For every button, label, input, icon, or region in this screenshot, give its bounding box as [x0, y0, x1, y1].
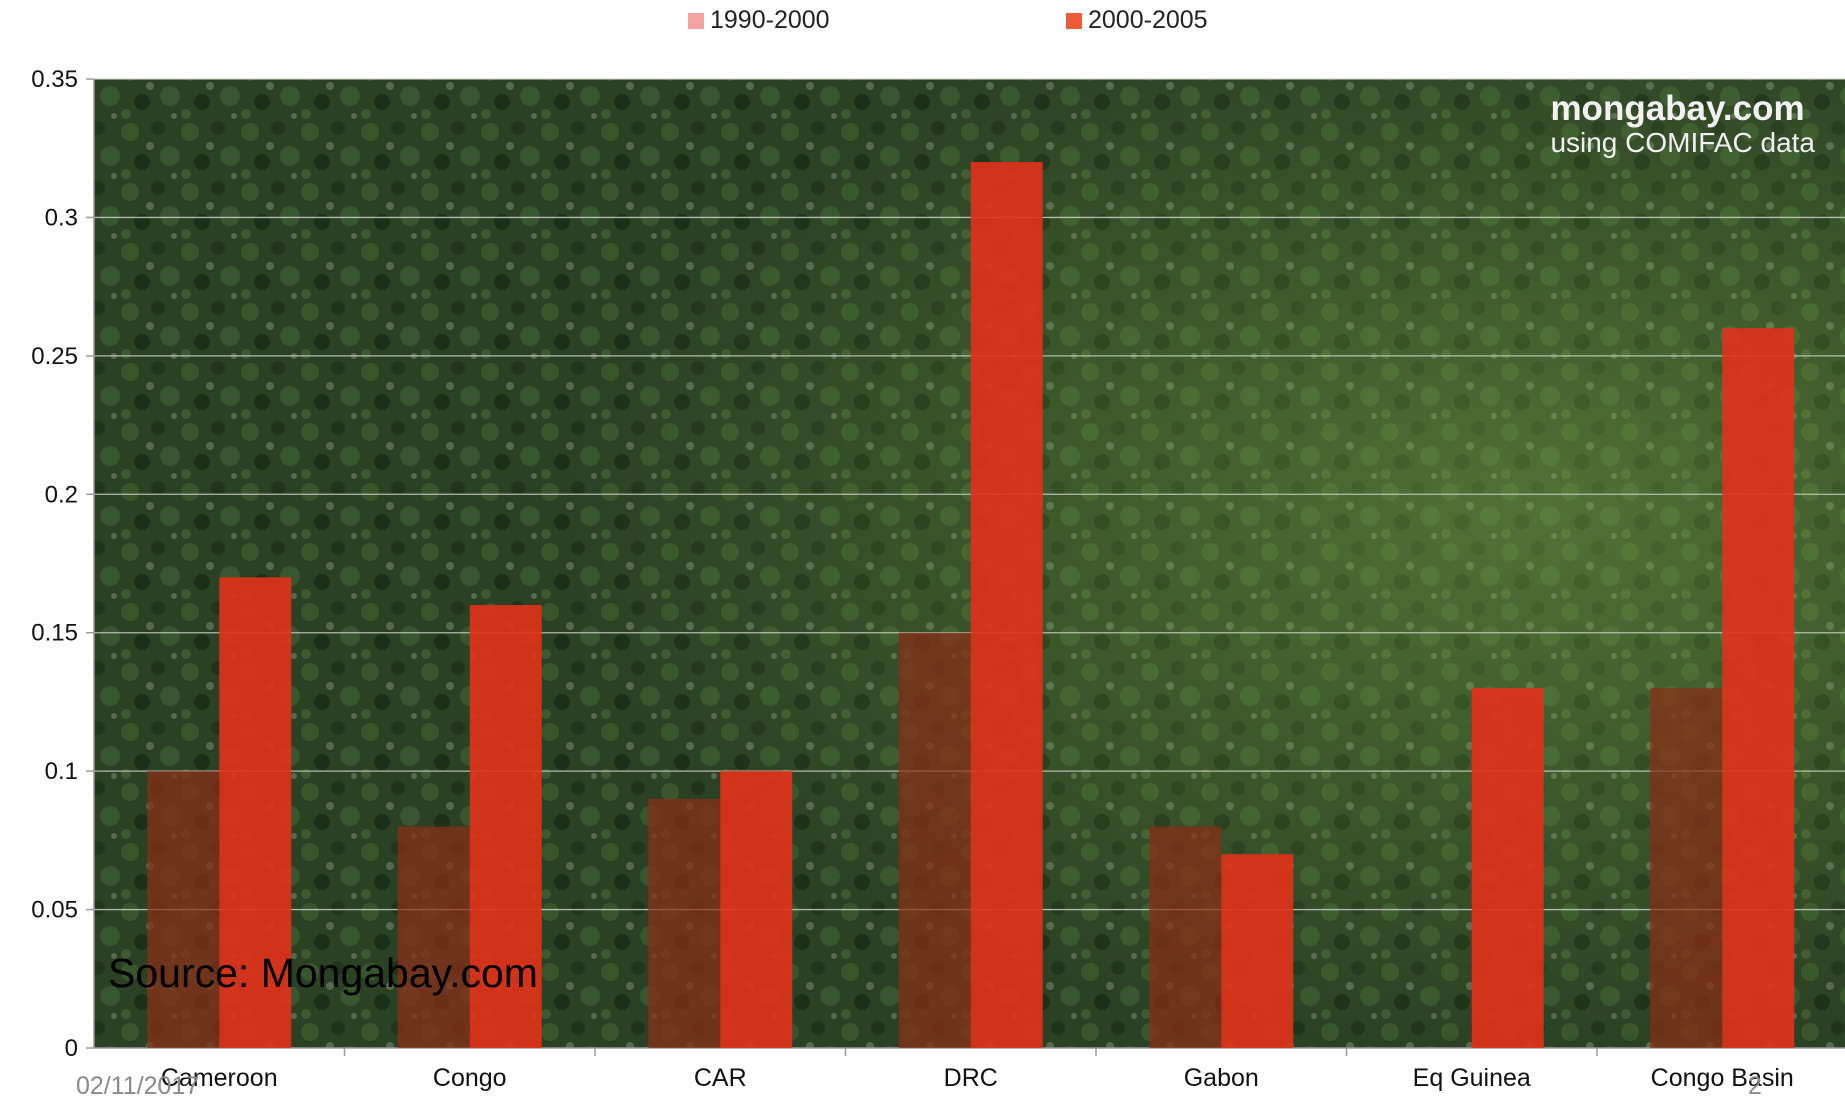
watermark-subtitle: using COMIFAC data	[1550, 127, 1815, 158]
source-caption: Source: Mongabay.com	[108, 950, 538, 996]
chart-legend: 1990-2000 2000-2005	[0, 6, 1845, 40]
y-tick-label: 0.05	[31, 897, 78, 924]
bar-2000-2005-gabon	[1221, 854, 1294, 1048]
bar-2000-2005-congo	[469, 605, 542, 1048]
slide-date: 02/11/2017	[76, 1072, 200, 1100]
bar-1990-2000-cameroon	[147, 771, 220, 1048]
x-tick-label: Cameroon	[161, 1064, 278, 1092]
bar-2000-2005-drc	[970, 162, 1043, 1049]
legend-item: 2000-2005	[1066, 6, 1208, 35]
bars	[147, 162, 1795, 1049]
x-tick-label: DRC	[944, 1064, 998, 1092]
x-tick-labels: Cameroon Congo CAR DRC Gabon Eq Guinea Congo B…	[161, 1064, 1794, 1092]
bar-1990-2000-congo	[397, 826, 470, 1048]
legend-label: 1990-2000	[710, 6, 830, 34]
y-tick-label: 0.35	[31, 66, 78, 93]
bar-2000-2005-congo-basin	[1722, 328, 1795, 1049]
y-tick-label: 0.3	[45, 204, 78, 231]
bar-2000-2005-cameroon	[219, 577, 292, 1048]
bar-1990-2000-drc	[898, 632, 971, 1048]
y-tick-label: 0.25	[31, 343, 78, 370]
x-tick-label: CAR	[694, 1064, 747, 1092]
gridlines	[94, 78, 1845, 911]
bar-1990-2000-congo-basin	[1650, 688, 1723, 1048]
x-tick-label: Congo	[433, 1064, 507, 1092]
bar-2000-2005-eq-guinea	[1471, 688, 1544, 1048]
legend-swatch	[688, 12, 704, 29]
bar-2000-2005-car	[720, 771, 793, 1048]
watermark: mongabay.com using COMIFAC data	[1550, 90, 1815, 158]
y-tick-label: 0.15	[31, 620, 78, 647]
x-tick-label: Gabon	[1184, 1064, 1259, 1092]
legend-label: 2000-2005	[1088, 6, 1208, 34]
legend-item: 1990-2000	[688, 6, 830, 35]
y-tick-label: 0.1	[45, 758, 78, 785]
legend-swatch	[1066, 12, 1082, 29]
bar-1990-2000-gabon	[1149, 826, 1222, 1048]
x-tick-label: Congo Basin	[1651, 1064, 1794, 1092]
y-tick-label: 0.2	[45, 481, 78, 508]
y-tick-labels: 0 0.05 0.1 0.15 0.2 0.25 0.3 0.35	[31, 66, 78, 1062]
bar-1990-2000-car	[648, 798, 721, 1048]
y-tick-label: 0	[65, 1035, 78, 1062]
watermark-brand: mongabay.com	[1550, 89, 1805, 128]
x-tick-label: Eq Guinea	[1413, 1064, 1531, 1092]
page-number: 2	[1748, 1072, 1762, 1100]
